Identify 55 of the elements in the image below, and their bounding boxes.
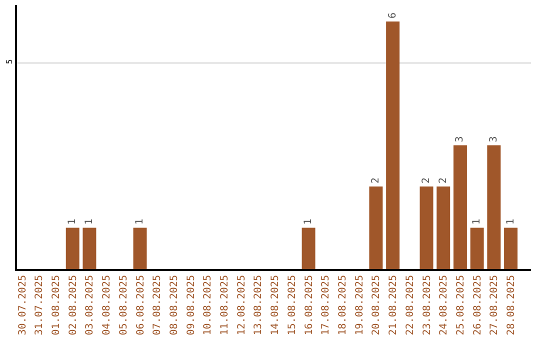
data-label: 1: [84, 218, 95, 225]
x-tick-label: 07.08.2025: [152, 275, 164, 336]
x-tick-label: 22.08.2025: [404, 275, 416, 336]
x-tick-label: 12.08.2025: [236, 275, 248, 336]
bar: [386, 22, 400, 269]
x-tick-label: 16.08.2025: [304, 275, 315, 336]
x-tick-label: 11.08.2025: [220, 275, 231, 336]
x-tick-label: 13.08.2025: [253, 275, 264, 336]
x-tick-label: 26.08.2025: [472, 275, 484, 336]
data-label: 2: [421, 177, 432, 184]
x-tick-label: 06.08.2025: [135, 275, 146, 336]
x-tick-label: 24.08.2025: [438, 275, 450, 336]
x-tick-label: 09.08.2025: [186, 275, 197, 336]
bar: [66, 228, 80, 269]
x-tick-label: 05.08.2025: [118, 275, 130, 336]
x-tick-label: 17.08.2025: [320, 275, 332, 336]
x-tick-label: 03.08.2025: [84, 275, 96, 336]
x-tick-label: 14.08.2025: [270, 275, 282, 336]
bar: [82, 228, 96, 269]
y-tick-label: 5: [4, 58, 14, 64]
x-tick-label: 31.07.2025: [34, 275, 46, 336]
data-label: 1: [134, 218, 146, 225]
data-label: 1: [303, 218, 314, 225]
x-tick-label: 20.08.2025: [371, 275, 382, 336]
bar: [436, 186, 450, 269]
x-tick-label: 15.08.2025: [286, 275, 298, 336]
bar: [470, 228, 484, 269]
bar: [487, 145, 501, 269]
x-tick-label: 08.08.2025: [168, 275, 180, 336]
x-tick-label: 25.08.2025: [455, 275, 466, 336]
x-tick-label: 21.08.2025: [388, 275, 400, 336]
x-tick-label: 27.08.2025: [489, 275, 500, 336]
x-tick-label: 02.08.2025: [68, 275, 79, 336]
data-label: 2: [370, 177, 382, 184]
x-tick-label: 04.08.2025: [102, 275, 113, 336]
bar: [453, 145, 467, 269]
data-label: 1: [67, 218, 78, 225]
bar: [504, 228, 518, 269]
x-tick-label: 18.08.2025: [338, 275, 348, 336]
x-tick-label: 01.08.2025: [51, 275, 62, 336]
x-tick-label: 30.07.2025: [17, 275, 28, 336]
bar: [133, 228, 147, 269]
bar: [420, 186, 434, 269]
x-tick-label: 19.08.2025: [354, 275, 366, 336]
bar: [302, 228, 316, 269]
x-tick-label: 28.08.2025: [506, 275, 518, 336]
data-label: 6: [387, 12, 398, 18]
x-tick-label: 10.08.2025: [202, 275, 214, 336]
data-label: 3: [454, 136, 466, 142]
x-tick-label: 23.08.2025: [422, 275, 433, 336]
data-label: 3: [488, 136, 500, 142]
data-label: 1: [505, 218, 516, 225]
data-label: 2: [438, 177, 449, 184]
bar: [369, 186, 383, 269]
data-label: 1: [472, 218, 483, 225]
